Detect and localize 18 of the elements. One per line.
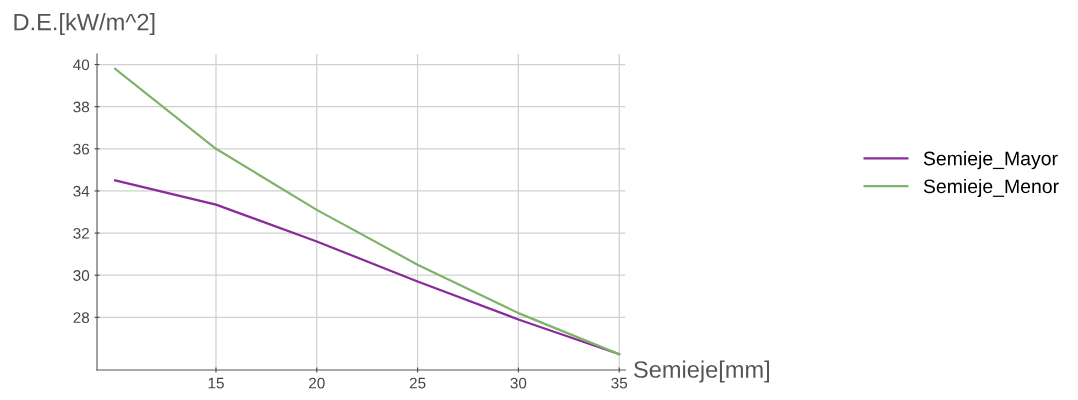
y-tick-label: 40 [73,59,90,71]
y-tick-label: 38 [73,101,90,113]
x-tick-label: 25 [409,377,426,389]
y-tick-label: 28 [73,312,90,324]
y-tick-label: 36 [73,143,90,155]
x-tick-label: 15 [208,377,224,389]
legend-label: Semieje_Menor [923,178,1059,198]
y-axis-title: D.E.[kW/m^2] [14,13,155,36]
line-series [114,67,621,356]
x-axis-title: Semieje[mm] [634,360,770,383]
x-tick-label: 35 [611,377,628,389]
x-tick-label: 20 [309,377,325,389]
y-tick-label: 34 [73,185,90,197]
legend-label: Semieje_Mayor [923,151,1058,170]
y-tick-label: 30 [73,270,90,281]
y-tick-label: 32 [73,227,89,239]
line-series [114,179,621,356]
x-tick-label: 30 [510,377,527,389]
